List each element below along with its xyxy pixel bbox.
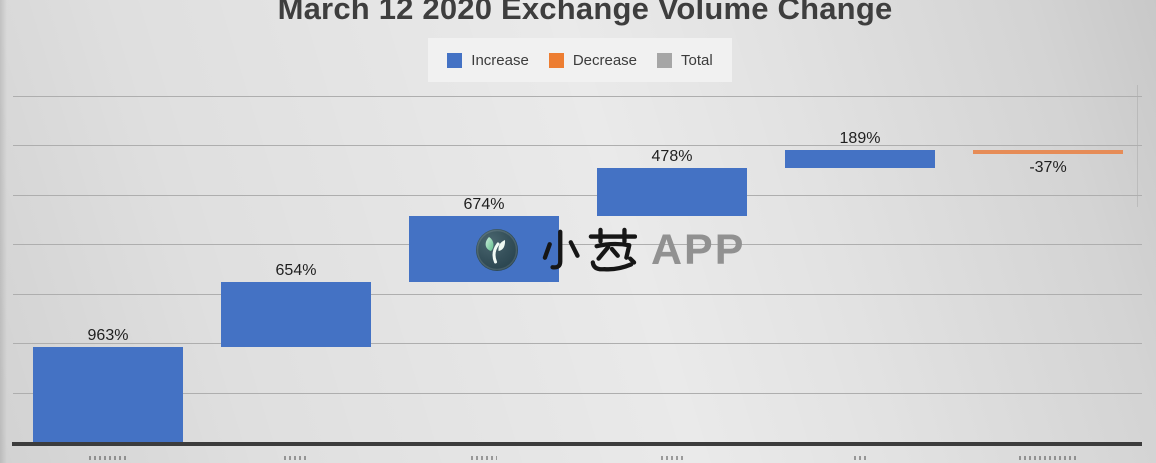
legend: Increase Decrease Total bbox=[428, 38, 732, 82]
data-label: 478% bbox=[651, 148, 693, 166]
legend-item-increase: Increase bbox=[447, 52, 529, 69]
x-label-remnant bbox=[660, 456, 684, 460]
x-axis-line bbox=[12, 442, 1142, 446]
data-label: 654% bbox=[275, 262, 317, 280]
legend-item-decrease: Decrease bbox=[548, 51, 638, 69]
x-label-remnant bbox=[471, 456, 497, 460]
gridline bbox=[13, 145, 1142, 147]
legend-item-total: Total bbox=[657, 52, 713, 69]
gridline bbox=[13, 244, 1142, 246]
watermark-text-en: APP bbox=[651, 225, 746, 274]
gridline bbox=[13, 194, 1142, 196]
data-label: 189% bbox=[839, 129, 881, 147]
chart-title: March 12 2020 Exchange Volume Change bbox=[277, 0, 893, 26]
legend-swatch-increase bbox=[447, 52, 463, 68]
data-label: 674% bbox=[463, 195, 505, 213]
watermark: 小葱 APP bbox=[475, 227, 745, 273]
legend-swatch-decrease bbox=[548, 52, 564, 68]
gridline bbox=[13, 96, 1142, 97]
legend-swatch-total bbox=[657, 52, 673, 68]
x-label-remnant bbox=[854, 456, 866, 460]
legend-label-increase: Increase bbox=[471, 51, 529, 69]
legend-label-decrease: Decrease bbox=[572, 51, 638, 69]
sprout-logo-icon bbox=[476, 229, 518, 271]
waterfall-increase-bar bbox=[785, 149, 935, 169]
gridline bbox=[13, 293, 1142, 295]
data-label: 963% bbox=[87, 326, 129, 344]
gridline bbox=[13, 392, 1142, 394]
waterfall-increase-bar bbox=[33, 346, 183, 442]
gridline bbox=[13, 343, 1142, 345]
waterfall-decrease-bar bbox=[973, 149, 1123, 154]
waterfall-increase-bar bbox=[597, 168, 747, 216]
x-label-remnant bbox=[89, 456, 127, 460]
watermark-cn-glyphs bbox=[542, 227, 637, 272]
x-label-remnant bbox=[284, 456, 308, 460]
x-label-remnant bbox=[1019, 456, 1077, 460]
waterfall-increase-bar bbox=[221, 282, 371, 347]
legend-label-total: Total bbox=[681, 51, 713, 69]
data-label: -37% bbox=[1029, 158, 1067, 176]
